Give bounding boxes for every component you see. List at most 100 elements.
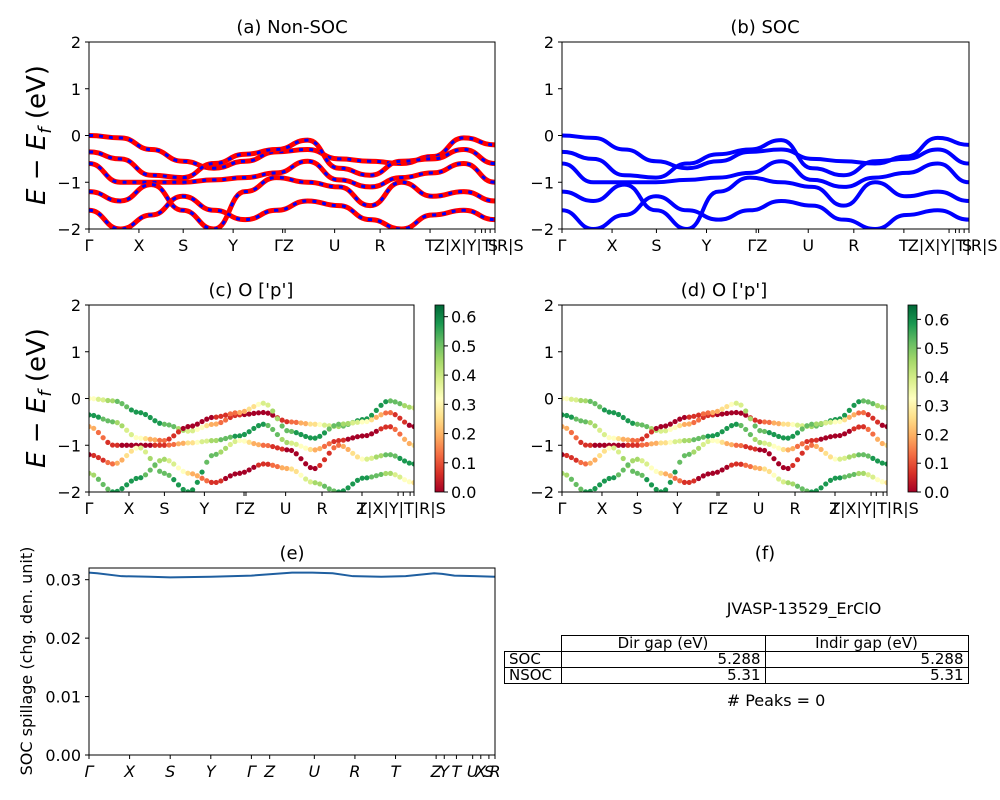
band-point bbox=[846, 407, 852, 413]
band-point bbox=[804, 445, 810, 451]
band-point bbox=[199, 418, 205, 425]
band-point bbox=[241, 438, 248, 444]
band-point bbox=[270, 426, 276, 433]
band-point bbox=[161, 470, 167, 476]
band-point bbox=[128, 478, 134, 484]
band-point bbox=[128, 407, 134, 413]
x-tick-label: Γ bbox=[558, 499, 567, 518]
band-point bbox=[359, 419, 365, 425]
band-point bbox=[827, 477, 834, 483]
band-point bbox=[776, 421, 782, 427]
band-point bbox=[350, 450, 356, 456]
band-point bbox=[303, 476, 309, 482]
band-point bbox=[653, 468, 659, 474]
band-point bbox=[776, 445, 782, 451]
band-point bbox=[89, 452, 92, 458]
band-point bbox=[615, 436, 622, 442]
band-point bbox=[856, 470, 862, 477]
band-point bbox=[592, 442, 598, 448]
band-point bbox=[133, 475, 139, 482]
band-point bbox=[157, 442, 163, 448]
band-point bbox=[573, 481, 579, 488]
band-point bbox=[354, 419, 361, 425]
x-tick-label: ΓZ bbox=[235, 499, 255, 518]
band-point bbox=[387, 410, 394, 416]
band-point bbox=[832, 419, 838, 425]
band-point bbox=[138, 410, 144, 416]
band-point bbox=[625, 418, 631, 424]
spillage-plot bbox=[88, 571, 496, 579]
band-point bbox=[611, 445, 617, 451]
band-point bbox=[369, 417, 375, 423]
band-point bbox=[218, 449, 224, 455]
band-point bbox=[185, 470, 191, 476]
band-point bbox=[606, 445, 612, 451]
band-point bbox=[611, 475, 617, 481]
band-point bbox=[884, 423, 887, 430]
band-point bbox=[369, 455, 375, 461]
band-line-nonsoc bbox=[89, 193, 495, 229]
band-point bbox=[326, 426, 332, 432]
band-point bbox=[837, 418, 843, 425]
band-point bbox=[312, 435, 318, 441]
band-point bbox=[785, 435, 791, 441]
band-point bbox=[279, 465, 285, 471]
band-point bbox=[809, 437, 815, 444]
band-point bbox=[350, 420, 356, 426]
band-point bbox=[714, 431, 721, 438]
band-point bbox=[851, 412, 857, 418]
band-point bbox=[582, 419, 589, 425]
band-point bbox=[761, 419, 768, 425]
band-point bbox=[625, 437, 631, 443]
band-point bbox=[147, 442, 153, 448]
band-point bbox=[733, 461, 739, 467]
band-point bbox=[667, 479, 673, 485]
band-point bbox=[190, 471, 196, 477]
band-point bbox=[246, 429, 252, 435]
band-point bbox=[813, 488, 819, 492]
band-point bbox=[260, 409, 266, 416]
band-point bbox=[100, 435, 106, 441]
x-tick-label: U bbox=[467, 762, 479, 781]
x-tick-label: Γ bbox=[85, 236, 94, 255]
band-point bbox=[114, 460, 120, 466]
band-point bbox=[776, 461, 782, 467]
band-point bbox=[190, 428, 196, 434]
band-point bbox=[738, 422, 744, 429]
x-tick-label: Y bbox=[671, 499, 682, 518]
band-point bbox=[152, 442, 158, 448]
spillage-line bbox=[88, 571, 496, 579]
band-point bbox=[199, 475, 205, 481]
band-point bbox=[761, 428, 768, 435]
band-point bbox=[284, 465, 290, 472]
band-point bbox=[813, 421, 819, 427]
band-point bbox=[667, 426, 673, 433]
band-point bbox=[790, 462, 796, 469]
band-point bbox=[686, 479, 692, 486]
band-point bbox=[846, 454, 852, 460]
band-point bbox=[728, 423, 735, 429]
band-point bbox=[879, 404, 885, 410]
band-point bbox=[747, 463, 754, 470]
band-point bbox=[562, 412, 565, 418]
band-point bbox=[237, 433, 243, 439]
band-point bbox=[345, 420, 351, 427]
title-b: (b) SOC bbox=[730, 17, 799, 38]
band-point bbox=[728, 462, 735, 468]
band-point bbox=[601, 448, 607, 454]
band-point bbox=[128, 432, 134, 438]
y-tick-label: −2 bbox=[530, 483, 554, 502]
band-point bbox=[582, 398, 589, 404]
band-point bbox=[634, 437, 640, 444]
band-point bbox=[392, 412, 398, 418]
band-point bbox=[321, 457, 328, 463]
band-point bbox=[237, 409, 243, 416]
band-point bbox=[573, 397, 579, 403]
ylabel-e: SOC spillage (chg. den. unit) bbox=[17, 547, 36, 776]
band-point bbox=[251, 410, 257, 416]
band-point bbox=[562, 470, 565, 476]
colorbar-c bbox=[434, 304, 445, 493]
band-point bbox=[317, 421, 323, 428]
band-point bbox=[213, 451, 219, 457]
band-point bbox=[152, 462, 158, 468]
